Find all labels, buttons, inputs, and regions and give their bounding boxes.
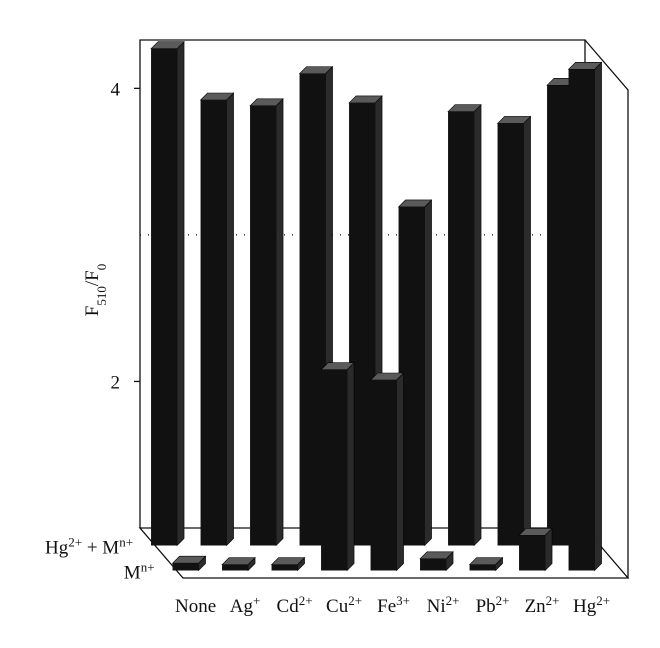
x-tick-label: Pb2+: [476, 593, 510, 618]
legend-label: Hg2+ + Mn+: [45, 534, 133, 559]
bar: [250, 105, 277, 546]
bar: [469, 564, 496, 571]
bar-side: [424, 199, 432, 547]
bar: [151, 48, 178, 546]
bar-side: [396, 372, 404, 572]
bar: [200, 99, 227, 546]
bar: [519, 535, 546, 571]
bar: [420, 558, 447, 571]
bar-side: [523, 115, 531, 547]
y-tick-label: 4: [111, 79, 121, 100]
y-axis-label-part: /F: [82, 270, 103, 286]
bar: [222, 564, 249, 571]
bar-3d: [518, 527, 553, 572]
y-axis-label-part: F: [82, 306, 103, 317]
bar: [497, 123, 524, 546]
right-wall: [584, 39, 629, 578]
bar: [568, 69, 595, 571]
x-tick-label: Fe3+: [377, 593, 410, 618]
x-tick-label: Hg2+: [573, 593, 610, 618]
bar-3d: [171, 555, 207, 572]
x-tick-label: Cd2+: [277, 593, 313, 618]
bar-3d: [221, 556, 256, 572]
bar: [172, 563, 199, 571]
bar: [370, 379, 397, 571]
bar: [321, 369, 348, 571]
x-tick-label: Ni2+: [427, 593, 460, 618]
bar-3d: [447, 103, 482, 547]
floor: [138, 527, 630, 579]
y-axis-label-part: 0: [94, 264, 109, 271]
bar: [448, 111, 475, 546]
x-tick-label: Ag+: [230, 593, 261, 618]
bar-3d: [468, 556, 504, 572]
bar-side: [346, 362, 355, 572]
x-tick-label: None: [175, 596, 216, 617]
bar-3d: [199, 92, 235, 547]
y-tick-label: 2: [111, 372, 121, 393]
bar-3d: [150, 40, 185, 547]
legend-label: Mn+: [124, 559, 155, 584]
bar-3d: [249, 98, 284, 547]
bar-side: [275, 98, 284, 547]
bar-3d: [270, 556, 306, 572]
y-axis-label: F510/F0: [82, 264, 109, 316]
bar-side: [473, 103, 482, 547]
bar-3d: [419, 551, 454, 572]
bar: [271, 564, 298, 571]
bar-3d: [567, 61, 603, 572]
bar-3d: [496, 115, 532, 547]
bar-3d: [369, 372, 405, 572]
y-axis-label-part: 510: [94, 286, 109, 306]
bar-side: [594, 61, 602, 572]
bar-side: [176, 40, 185, 547]
bar-side: [226, 92, 234, 547]
x-tick-label: Zn2+: [525, 593, 560, 618]
bar-3d: [320, 362, 355, 572]
x-tick-label: Cu2+: [326, 593, 362, 618]
